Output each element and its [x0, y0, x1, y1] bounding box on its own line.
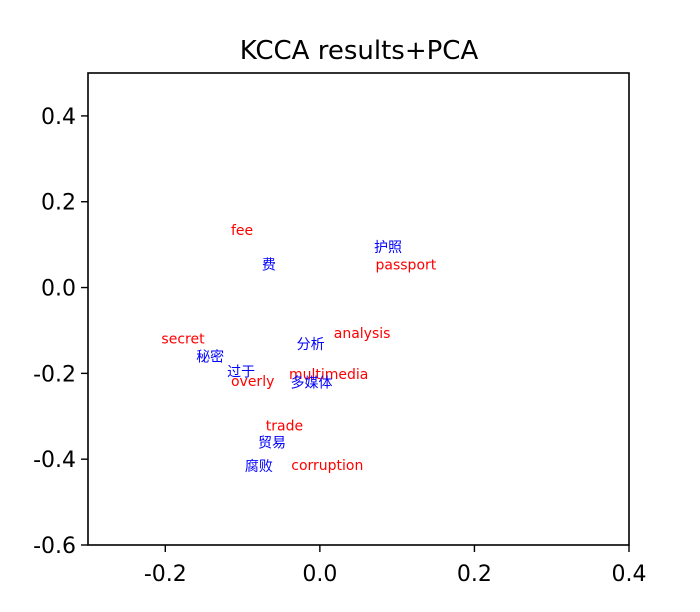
x-tick-label: 0.0: [302, 562, 337, 587]
x-tick-label: 0.2: [457, 562, 492, 587]
plot-frame: [87, 72, 630, 546]
point-label-chinese: 分析: [297, 337, 325, 353]
y-tick-label: -0.4: [33, 448, 76, 473]
point-label-english: secret: [161, 332, 205, 348]
y-tick-label: 0.2: [41, 191, 76, 216]
point-label-chinese: 多媒体: [290, 374, 332, 391]
chart-title: KCCA results+PCA: [240, 36, 479, 66]
point-label-english: corruption: [291, 458, 363, 474]
point-label-english: analysis: [334, 326, 391, 342]
point-label-english: passport: [376, 257, 437, 273]
ticks-layer: -0.2 0.0 0.2 0.4 0.4 0.2 0.0 -0.2 -0.4 -0.6: [33, 105, 646, 587]
point-label-chinese: 贸易: [258, 435, 286, 451]
point-label-chinese: 腐败: [245, 458, 273, 475]
point-label-english: multimedia: [289, 367, 368, 383]
point-label-chinese: 护照: [374, 240, 402, 256]
x-tick-label: -0.2: [144, 562, 187, 587]
y-tick-label: 0.4: [41, 105, 76, 130]
point-label-chinese: 过于: [227, 365, 255, 381]
point-label-english: trade: [266, 418, 303, 434]
x-tick-label: 0.4: [612, 562, 647, 587]
y-tick-label: -0.6: [33, 534, 76, 559]
point-label-chinese: 秘密: [196, 349, 224, 366]
y-tick-label: -0.2: [33, 362, 76, 387]
y-tick-label: 0.0: [41, 277, 76, 302]
point-label-english: fee: [231, 223, 253, 239]
point-label-chinese: 费: [262, 257, 276, 273]
point-label-english: overly: [231, 374, 274, 390]
